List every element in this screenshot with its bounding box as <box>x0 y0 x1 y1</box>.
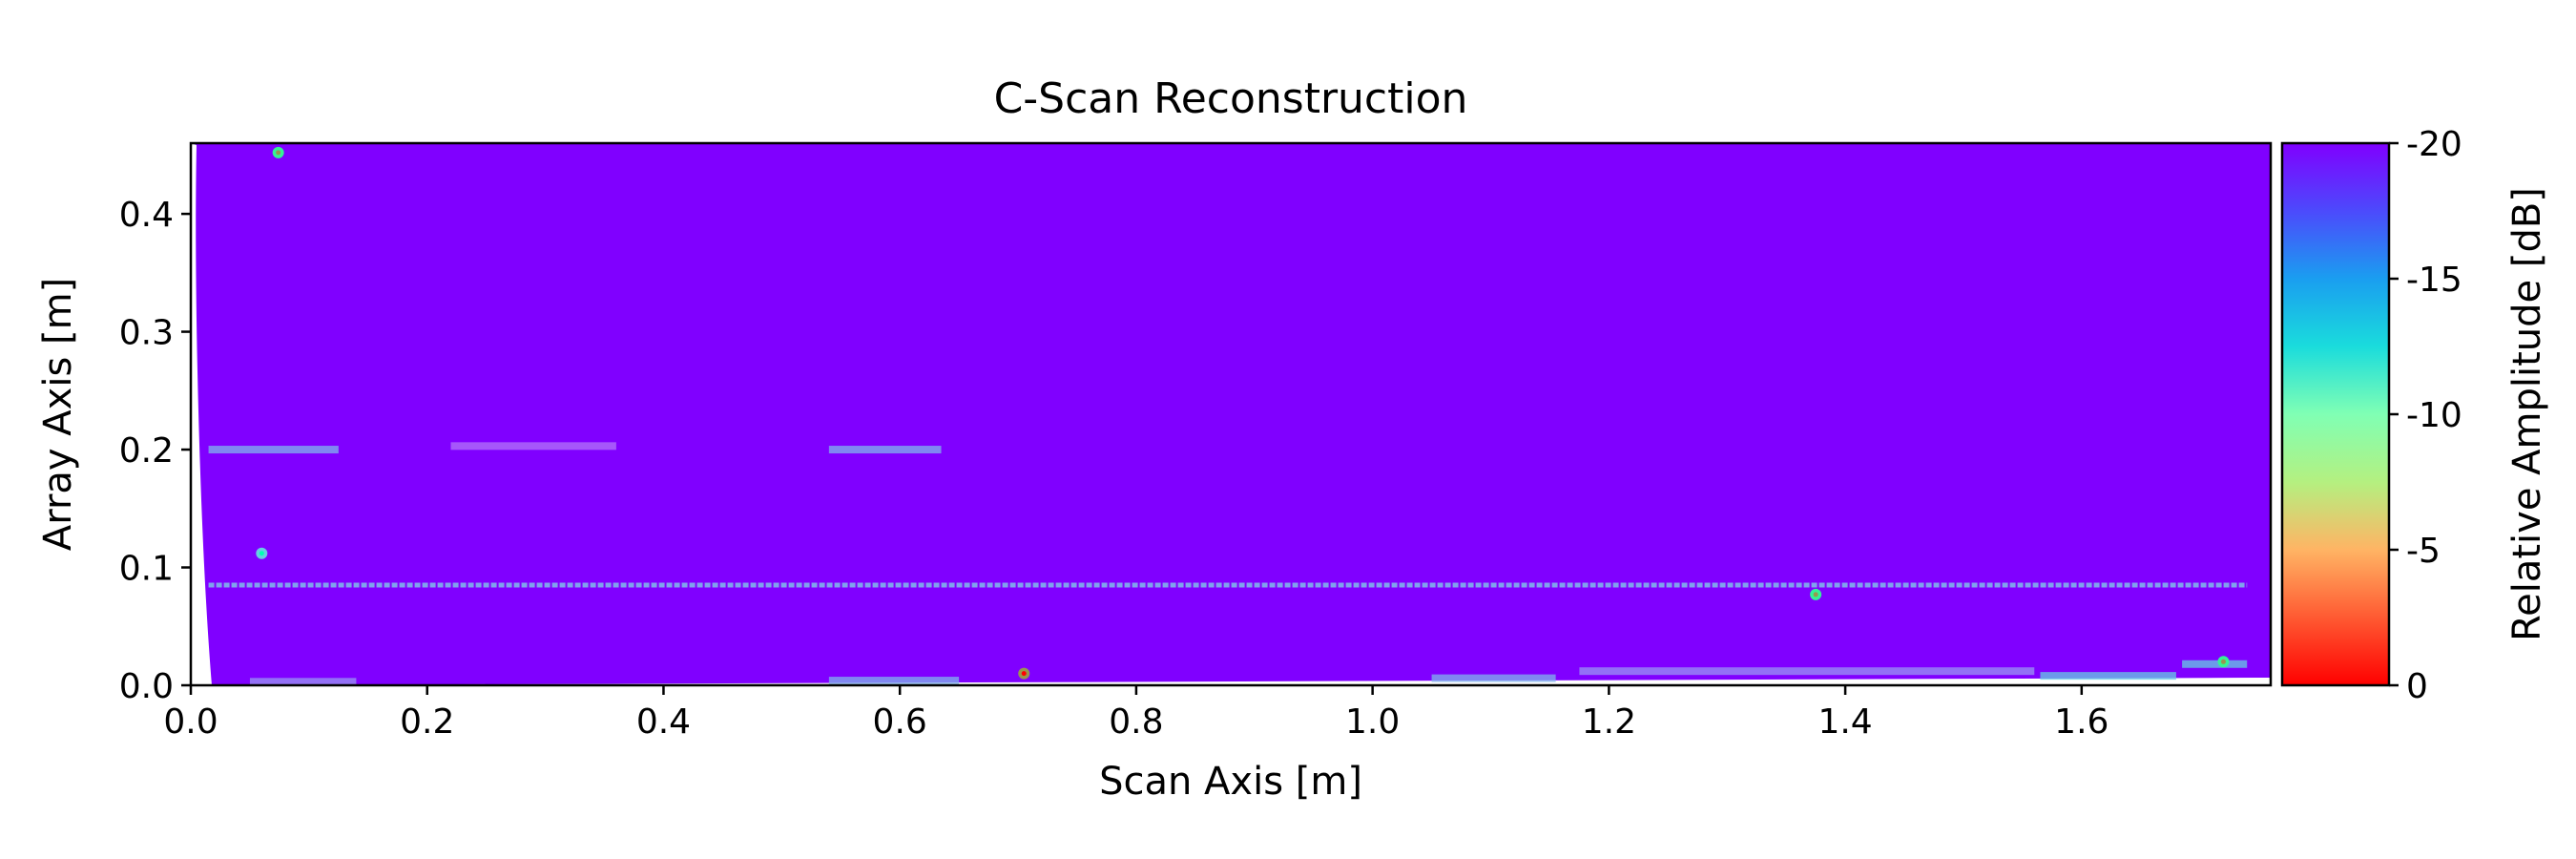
heatmap-band-feature <box>2182 660 2248 668</box>
heatmap-area <box>191 143 2271 685</box>
colorbar-tick-label: -20 <box>2406 125 2462 164</box>
colorbar-label: Relative Amplitude [dB] <box>2505 187 2549 641</box>
heatmap-band-feature <box>249 678 357 685</box>
plot-frame <box>189 141 2273 687</box>
heatmap-spot-core <box>1021 671 1027 677</box>
heatmap-band-feature <box>208 446 339 454</box>
y-tick-label: 0.4 <box>119 196 174 235</box>
heatmap-band-feature <box>1431 674 1556 682</box>
heatmap-band-feature <box>1579 667 2035 676</box>
x-tick-label: 1.4 <box>1818 702 1872 742</box>
y-tick-label: 0.3 <box>119 314 174 353</box>
colorbar-axis: 0 -5 -10 -15 -20 <box>2389 125 2462 706</box>
y-tick-label: 0.2 <box>119 431 174 471</box>
y-axis-label: Array Axis [m] <box>36 278 80 551</box>
x-tick-label: 0.6 <box>873 702 927 742</box>
x-tick-label: 1.0 <box>1345 702 1400 742</box>
heatmap-unscanned-edge <box>191 143 212 685</box>
x-tick-label: 0.2 <box>400 702 454 742</box>
colorbar-tick-label: -15 <box>2406 261 2462 300</box>
heatmap-band-feature <box>450 442 616 450</box>
heatmap-spot-core <box>2220 659 2226 664</box>
colorbar-tick-label: 0 <box>2406 667 2428 706</box>
heatmap-spot-core <box>1813 592 1818 597</box>
x-tick-label: 0.8 <box>1109 702 1163 742</box>
y-tick-label: 0.1 <box>119 550 174 589</box>
heatmap-spot-core <box>276 150 281 156</box>
x-axis-label: Scan Axis [m] <box>1099 760 1362 804</box>
heatmap-spot-core <box>259 551 264 556</box>
heatmap-features <box>208 146 2248 685</box>
heatmap-background <box>191 143 2271 685</box>
chart-title: C-Scan Reconstruction <box>994 74 1468 123</box>
heatmap-band-feature <box>2040 672 2176 681</box>
x-tick-label: 0.4 <box>636 702 691 742</box>
colorbar-tick-label: -10 <box>2406 396 2462 435</box>
x-tick-label: 1.2 <box>1582 702 1636 742</box>
y-tick-label: 0.0 <box>119 667 174 706</box>
heatmap-unscanned-bottom <box>212 678 2271 685</box>
heatmap-band-feature <box>828 677 960 685</box>
colorbar <box>2280 141 2391 687</box>
y-axis: 0.0 0.1 0.2 0.3 0.4 <box>119 196 191 706</box>
x-tick-label: 0.0 <box>163 702 218 742</box>
heatmap-band-feature <box>828 446 942 454</box>
x-axis: 0.0 0.2 0.4 0.6 0.8 1.0 1.2 1.4 1.6 <box>163 685 2109 742</box>
x-tick-label: 1.6 <box>2054 702 2109 742</box>
colorbar-tick-label: -5 <box>2406 532 2441 571</box>
